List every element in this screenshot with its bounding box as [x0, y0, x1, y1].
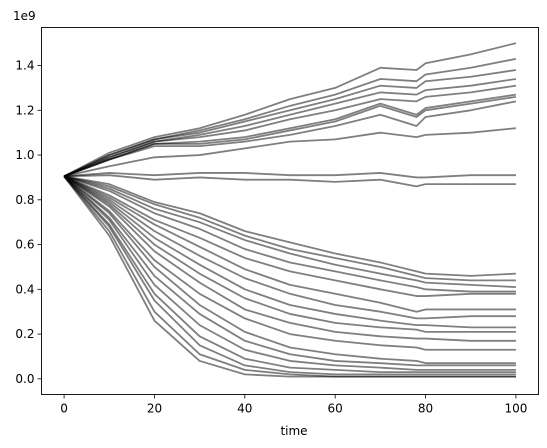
- series-line-5: [63, 84, 517, 178]
- series-line-25: [63, 175, 516, 371]
- series-line-24: [63, 175, 516, 367]
- series-line-7: [63, 95, 517, 178]
- series-line-1: [63, 42, 517, 178]
- series-line-8: [63, 100, 517, 178]
- series-line-14: [63, 175, 516, 288]
- series-line-15: [63, 175, 516, 293]
- y-tick-label: 0.2: [15, 327, 34, 341]
- series-line-3: [63, 69, 517, 178]
- y-tick-label: 1.0: [15, 148, 34, 162]
- series-line-19: [63, 175, 516, 329]
- series-line-21: [63, 175, 516, 342]
- series-line-2: [63, 57, 517, 178]
- plot-frame: [41, 27, 539, 395]
- x-tick-label: 20: [147, 402, 162, 416]
- series-line-22: [63, 175, 516, 351]
- x-tick-label: 60: [328, 402, 343, 416]
- series-line-18: [63, 175, 516, 320]
- series-line-12: [63, 175, 516, 277]
- y-offset-label: 1e9: [13, 9, 36, 23]
- series-line-10: [64, 172, 516, 179]
- series-line-11: [64, 174, 516, 188]
- series-line-9: [63, 127, 516, 178]
- series-line-29: [63, 175, 516, 378]
- y-tick-label: 0.8: [15, 193, 34, 207]
- series-line-26: [63, 175, 516, 374]
- series-line-17: [63, 175, 516, 313]
- series-line-20: [63, 175, 516, 333]
- x-axis-label: time: [280, 424, 307, 438]
- y-axis-ticks: 0.0 0.2 0.4 0.6 0.8 1.0 1.2 1.4: [15, 59, 42, 386]
- series-layer: [63, 42, 517, 378]
- x-tick-label: 0: [60, 402, 68, 416]
- y-tick-label: 1.2: [15, 103, 34, 117]
- y-tick-label: 0.6: [15, 238, 34, 252]
- y-tick-label: 0.0: [15, 372, 34, 386]
- x-tick-label: 80: [418, 402, 433, 416]
- x-tick-label: 100: [504, 402, 527, 416]
- y-tick-label: 0.4: [15, 282, 34, 296]
- x-tick-label: 40: [237, 402, 252, 416]
- series-line-13: [63, 175, 516, 282]
- x-axis-ticks: 0 20 40 60 80 100: [60, 394, 527, 416]
- series-line-23: [63, 175, 516, 365]
- series-line-16: [63, 175, 516, 297]
- series-line-27: [63, 175, 516, 376]
- y-tick-label: 1.4: [15, 59, 34, 73]
